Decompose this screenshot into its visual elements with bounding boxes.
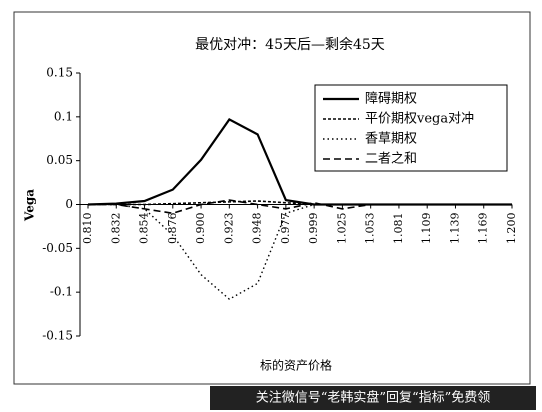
legend-label: 平价期权vega对冲 — [365, 111, 474, 127]
x-tick-label: 1.200 — [505, 213, 518, 245]
y-tick-label: 0 — [65, 197, 73, 211]
x-tick-label: 1.081 — [392, 213, 405, 245]
x-tick-label: 0.977 — [279, 213, 292, 245]
x-tick-label: 0.810 — [81, 213, 94, 245]
x-tick-label: 0.923 — [222, 212, 235, 244]
x-tick-label: 1.139 — [448, 213, 461, 245]
legend-label: 二者之和 — [365, 152, 417, 167]
x-axis-label: 标的资产价格 — [260, 358, 332, 373]
x-tick-label: 0.876 — [166, 213, 179, 245]
x-tick-label: 0.854 — [138, 213, 151, 245]
x-tick-label: 0.900 — [194, 213, 207, 245]
x-tick-label: 1.109 — [420, 213, 433, 245]
x-tick-label: 1.169 — [477, 213, 490, 245]
y-tick-label: 0.1 — [54, 109, 73, 123]
chart-title: 最优对冲：45天后—剩余45天 — [195, 36, 385, 53]
x-tick-label: 1.053 — [364, 213, 377, 245]
series-line — [88, 200, 512, 206]
y-tick-label: -0.05 — [42, 241, 73, 255]
watermark: 关注微信号“老韩实盘”回复“指标”免费领 — [256, 390, 491, 406]
y-tick-label: -0.15 — [42, 329, 73, 343]
x-tick-label: 0.999 — [307, 213, 320, 245]
y-axis-label: Vega — [23, 189, 37, 222]
legend-label: 障碍期权 — [365, 91, 417, 107]
x-tick-label: 0.832 — [109, 213, 122, 245]
y-tick-label: -0.1 — [50, 285, 73, 299]
series-line — [88, 199, 512, 215]
x-tick-label: 0.948 — [251, 213, 264, 245]
watermark-bg — [210, 386, 536, 410]
legend-label: 香草期权 — [365, 131, 417, 147]
chart-frame — [13, 11, 531, 385]
y-tick-label: 0.05 — [46, 153, 73, 167]
y-tick-label: 0.15 — [46, 66, 73, 80]
x-tick-label: 1.025 — [335, 213, 348, 245]
